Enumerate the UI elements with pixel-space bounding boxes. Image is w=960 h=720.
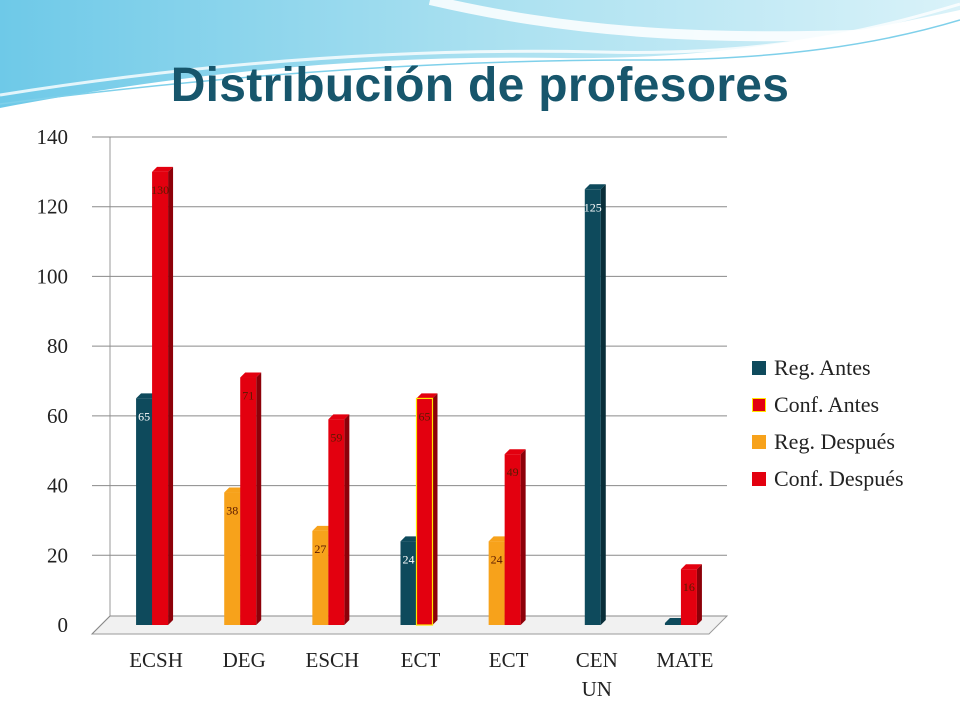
bar-front [152,171,169,625]
legend-item: Reg. Antes [752,349,904,386]
bar-side [600,184,606,626]
y-tick-label: 80 [47,334,68,358]
bar-top [488,536,510,542]
wave-decoration [0,0,960,108]
x-tick-label: ESCH [306,648,360,672]
y-tick-label: 140 [37,125,69,149]
bar-front [664,623,681,625]
bar-side [432,393,438,625]
bar-front [415,397,434,626]
bar-top [664,618,686,623]
bar-conf-antes-1 [152,166,174,625]
y-tick-label: 100 [37,264,69,288]
chart-legend: Reg. Antes Conf. Antes Reg. Después Conf. D… [752,349,904,497]
bar-top [680,564,702,570]
legend-label: Conf. Después [774,465,904,491]
bar-side [256,372,262,625]
data-label: 65 [138,409,150,423]
legend-label: Conf. Antes [774,391,880,417]
bar-conf-despu-s-5 [504,449,526,625]
bar-top [240,372,262,378]
bar-front [400,541,417,625]
bar-top [224,487,246,493]
bar-side [168,166,174,625]
y-tick-label: 0 [58,613,69,637]
bar-reg-antes-6 [584,184,606,626]
data-label: 16 [683,580,695,594]
bar-top [152,166,174,172]
bar-front [488,541,505,625]
legend-item: Conf. Después [752,460,904,497]
legend-swatch [752,397,766,412]
data-label: 24 [403,552,415,566]
y-tick-label: 120 [37,195,69,219]
bar-front [584,189,601,626]
data-label: 24 [491,552,503,566]
legend-label: Reg. Después [774,428,895,454]
data-label: 125 [584,200,602,214]
legend-label: Reg. Antes [774,354,871,380]
bar-front [312,530,329,625]
bar-front [224,492,241,625]
data-label: 49 [507,465,519,479]
legend-item: Reg. Después [752,423,904,460]
bar-top [136,393,158,399]
legend-swatch [752,360,766,375]
data-label: 130 [151,183,169,197]
y-tick-label: 20 [47,543,68,567]
bar-front [136,398,153,625]
data-label: 27 [314,542,326,556]
y-tick-label: 40 [47,474,68,498]
data-label: 65 [419,409,431,423]
bar-conf-despu-s-2 [240,372,262,625]
data-label: 38 [226,504,238,518]
legend-item: Conf. Antes [752,386,904,423]
x-tick-label: MATE [656,648,713,672]
bar-front [680,569,697,625]
data-label: 71 [242,389,254,403]
x-tick-label: UN [582,677,612,701]
x-tick-label: ECT [489,648,529,672]
x-tick-label: CEN [576,648,618,672]
bar-conf-despu-s-3 [328,414,350,625]
bar-front [328,419,345,625]
bar-conf-despu-s-7 [680,564,702,625]
legend-swatch [752,434,766,449]
slide-title: Distribución de profesores [170,59,790,112]
x-tick-label: ECT [401,648,441,672]
bar-conf-antes-4 [415,393,438,626]
legend-swatch [752,471,766,486]
y-tick-label: 60 [47,404,68,428]
bar-side [696,564,702,625]
gridline-diagonal [91,615,111,635]
bar-top [416,393,438,399]
bar-side [520,449,526,625]
data-label: 59 [330,430,342,444]
bar-front [240,377,257,625]
x-tick-label: DEG [223,648,266,672]
bar-top [312,525,334,531]
bar-side [344,414,350,625]
bar-top [504,449,526,455]
bar-front [504,454,521,625]
bar-top [584,184,606,190]
x-tick-label: ECSH [129,648,183,672]
bar-top [328,414,350,420]
